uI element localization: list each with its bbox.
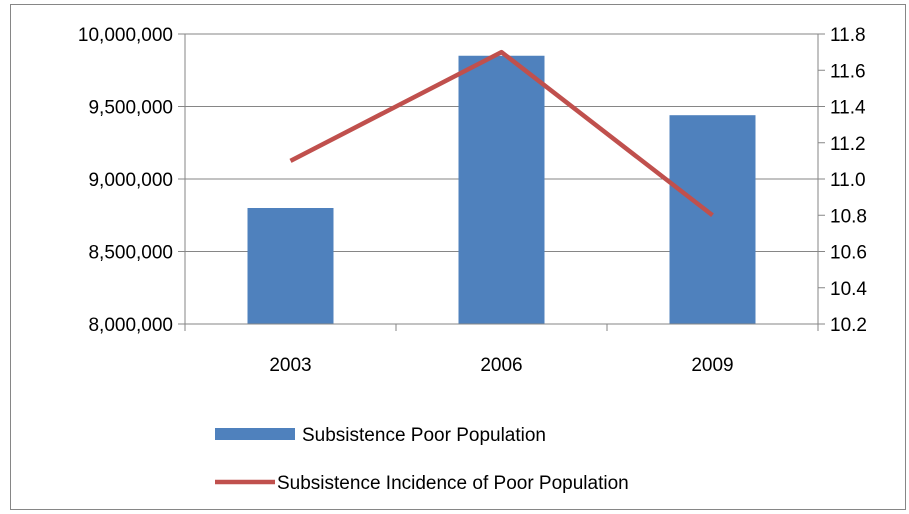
right-tick-label: 10.2 (830, 315, 867, 336)
bar-2006 (458, 55, 545, 324)
x-tick-label: 2003 (269, 355, 311, 376)
left-tick-label: 8,500,000 (88, 243, 173, 264)
bars (247, 55, 756, 324)
x-tick-label: 2009 (691, 355, 733, 376)
right-tick-label: 10.4 (830, 279, 867, 300)
line-series (289, 49, 714, 218)
right-tick-label: 10.8 (830, 206, 867, 227)
x-tick-label: 2006 (480, 355, 522, 376)
left-axis-tick-labels: 8,000,000 8,500,000 9,000,000 9,500,000 10,0… (78, 25, 173, 336)
right-tick-label: 11.8 (830, 25, 866, 46)
legend-line-label: Subsistence Incidence of Poor Population (277, 473, 629, 494)
bar-2003 (247, 208, 334, 324)
x-axis-tick-labels: 2003 2006 2009 (269, 355, 733, 376)
incidence-line (289, 49, 714, 218)
legend-bar-swatch (215, 428, 295, 440)
right-tick-label: 11.0 (830, 170, 866, 191)
chart-frame (10, 4, 906, 510)
left-tick-label: 10,000,000 (78, 25, 173, 46)
right-tick-label: 11.4 (830, 98, 866, 119)
right-axis-tick-labels: 10.2 10.4 10.6 10.8 11.0 11.2 11.4 11.6 11.8 (830, 25, 867, 336)
axes (178, 33, 825, 331)
left-tick-label: 9,000,000 (88, 170, 173, 191)
right-tick-label: 11.6 (830, 61, 866, 82)
left-tick-label: 8,000,000 (88, 315, 173, 336)
right-tick-label: 11.2 (830, 134, 866, 155)
left-tick-label: 9,500,000 (88, 98, 173, 119)
bar-2009 (669, 115, 756, 324)
legend: Subsistence Poor Population Subsistence … (215, 425, 629, 494)
right-tick-label: 10.6 (830, 243, 867, 264)
legend-bar-label: Subsistence Poor Population (302, 425, 546, 446)
